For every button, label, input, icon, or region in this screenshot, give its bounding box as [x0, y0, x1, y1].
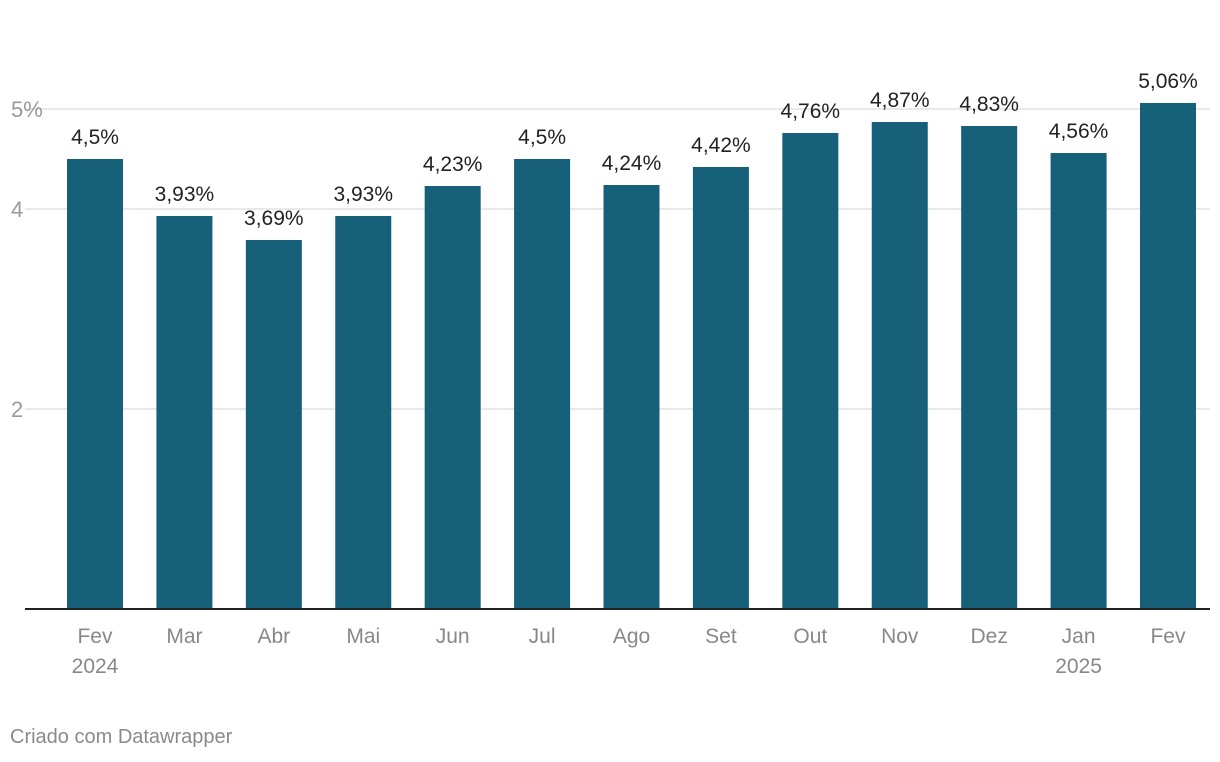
bar — [871, 122, 928, 609]
bar-value-label: 4,5% — [71, 126, 119, 149]
bar-value-label: 4,23% — [423, 153, 483, 176]
bar — [156, 216, 213, 609]
x-tick-label: Mai — [346, 625, 380, 648]
bar-value-label: 4,87% — [870, 89, 930, 112]
bar-value-label: 3,69% — [244, 207, 304, 230]
x-tick-label: Set — [705, 625, 737, 648]
y-tick-label: 2 — [11, 397, 23, 422]
bar-chart: 245% 4,5%3,93%3,69%3,93%4,23%4,5%4,24%4,… — [11, 70, 1210, 678]
x-tick-label: Fev — [77, 625, 113, 648]
bar-value-label: 4,56% — [1049, 120, 1109, 143]
bar-value-label: 3,93% — [333, 183, 393, 206]
bar-value-label: 3,93% — [155, 183, 215, 206]
bar — [782, 133, 839, 609]
bar — [961, 126, 1018, 609]
x-tick-label: Out — [793, 625, 827, 648]
x-tick-year-label: 2025 — [1055, 655, 1102, 678]
datawrapper-credit[interactable]: Criado com Datawrapper — [10, 726, 233, 748]
bar — [335, 216, 392, 609]
bars — [67, 103, 1196, 609]
bar — [514, 159, 571, 609]
bar-value-label: 4,83% — [959, 93, 1019, 116]
bar — [1050, 153, 1107, 609]
x-tick-label: Jul — [529, 625, 556, 648]
bar-value-label: 4,76% — [781, 100, 841, 123]
bar — [245, 240, 302, 609]
x-tick-label: Jan — [1062, 625, 1096, 648]
bar-value-label: 4,24% — [602, 152, 662, 175]
x-tick-label: Nov — [881, 625, 919, 648]
bar-value-label: 4,42% — [691, 134, 751, 157]
bar-value-label: 4,5% — [518, 126, 566, 149]
x-tick-label: Ago — [613, 625, 650, 648]
x-tick-label: Dez — [970, 625, 1007, 648]
bar — [424, 186, 481, 609]
bar — [67, 159, 123, 609]
y-tick-label: 4 — [11, 197, 23, 222]
x-tick-label: Jun — [436, 625, 470, 648]
value-labels: 4,5% 3,93% 3,69% 3,93% 4,23% 4,5% 4,24% 4,42% 4,… — [71, 70, 1198, 230]
bar — [603, 185, 660, 609]
x-tick-label: Fev — [1150, 625, 1186, 648]
x-axis-labels: Fev 2024 Mar Abr Mai Jun Jul Ago Set Out Nov Dez Jan… — [72, 625, 1186, 678]
bar — [1140, 103, 1196, 609]
x-tick-label: Mar — [166, 625, 202, 648]
bar — [692, 167, 749, 609]
y-axis-ticks: 2 4 5% — [11, 97, 43, 422]
x-tick-year-label: 2024 — [72, 655, 119, 678]
x-tick-label: Abr — [257, 625, 290, 648]
bar-value-label: 5,06% — [1138, 70, 1198, 93]
y-tick-label: 5% — [11, 97, 43, 122]
